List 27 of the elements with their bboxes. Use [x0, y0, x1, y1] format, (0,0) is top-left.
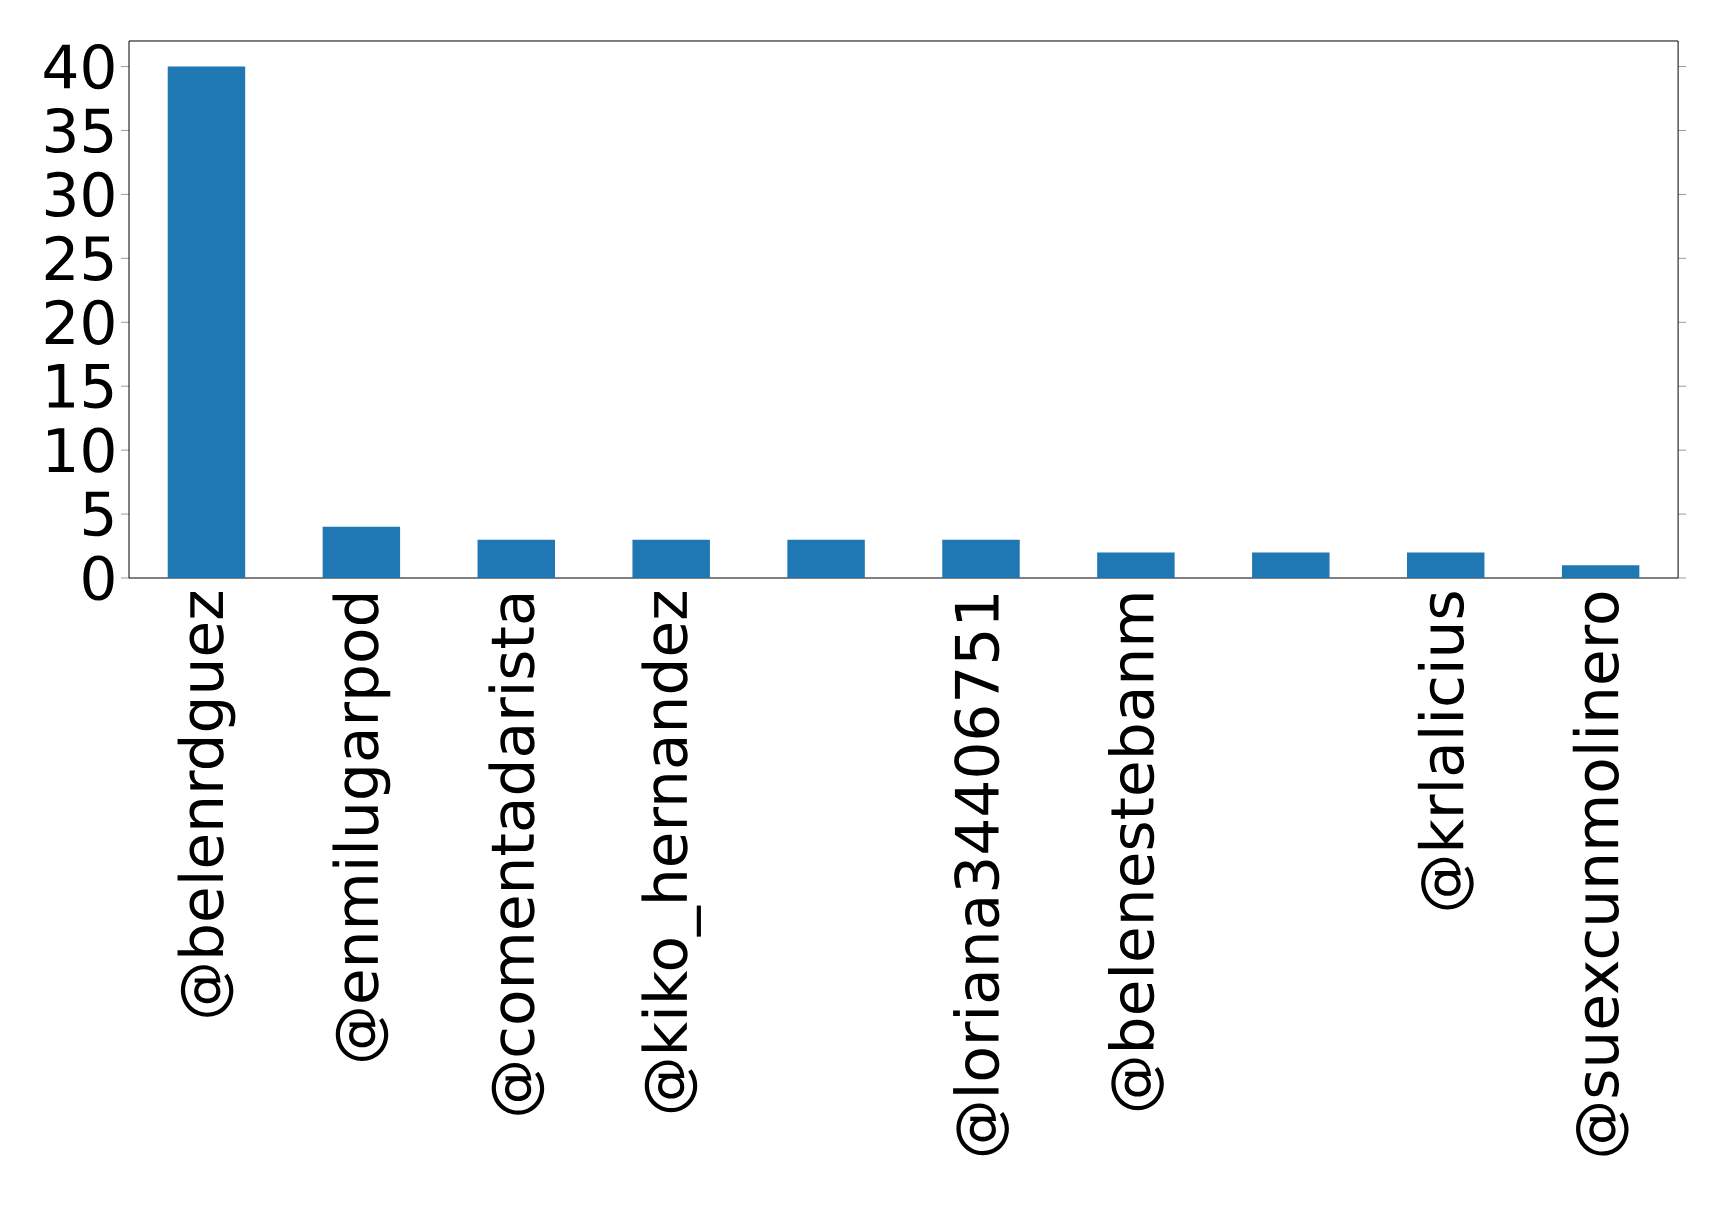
bar	[787, 539, 865, 578]
bar	[632, 539, 710, 578]
bar	[1561, 565, 1640, 578]
bar	[942, 539, 1020, 578]
bar	[167, 66, 246, 578]
x-tick-label: @krlalicius	[1417, 592, 1474, 910]
y-tick-label: 30	[45, 171, 114, 218]
y-tick-label: 20	[45, 299, 114, 345]
x-tick-label: @suexcunmolinero	[1572, 592, 1629, 1156]
x-tick-label: @belenrdguez	[177, 592, 236, 1017]
y-tick-label: 10	[47, 427, 114, 473]
y-tick-label: 5	[84, 491, 113, 537]
bar	[1097, 552, 1175, 578]
y-tick-label: 40	[44, 43, 114, 90]
y-tick-label: 25	[45, 235, 113, 281]
bar	[1406, 552, 1485, 578]
y-tick-label: 0	[83, 555, 114, 601]
bar	[1252, 552, 1330, 578]
x-tick-label: @enmilugarpod	[332, 594, 391, 1061]
y-tick-label: 35	[45, 107, 113, 154]
x-tick-label: @loriana34406751	[953, 595, 1009, 1156]
x-tick-label: @comentadarista	[488, 594, 545, 1115]
x-tick-label: @kiko_hernandez	[641, 592, 701, 1113]
x-tick-label: @belenestebanm	[1108, 594, 1164, 1111]
bar	[477, 539, 555, 578]
bar	[322, 526, 401, 578]
y-tick-label: 15	[47, 364, 113, 409]
